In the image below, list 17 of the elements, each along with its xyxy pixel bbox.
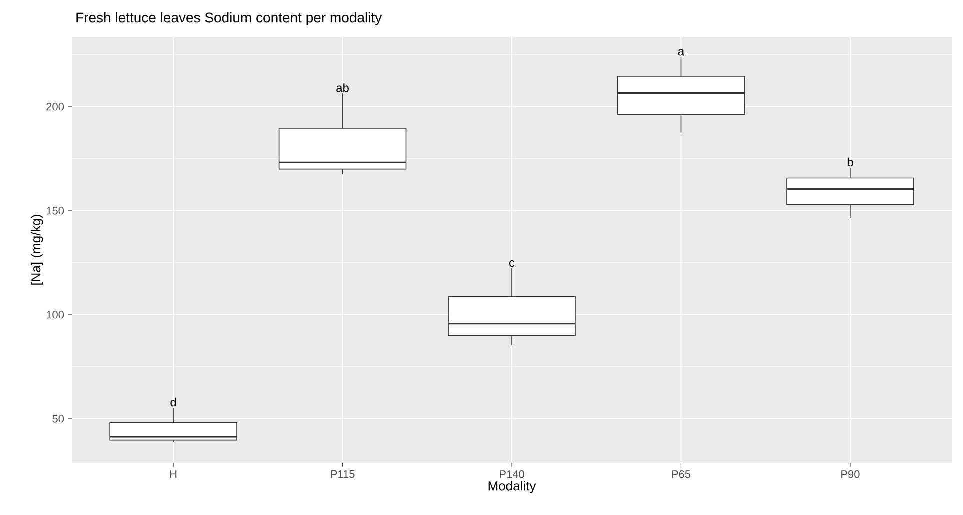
x-tick-label: P140	[500, 470, 524, 478]
x-tick-label: P115	[331, 470, 355, 478]
annotation: d	[170, 398, 176, 407]
x-axis-title: Modality	[488, 481, 536, 494]
y-tick-label: 100	[46, 311, 64, 319]
y-tick-label: 200	[46, 103, 64, 111]
chart-title: Fresh lettuce leaves Sodium content per modality	[76, 12, 382, 26]
annotation: a	[678, 49, 685, 56]
x-tick-label: P65	[672, 470, 691, 478]
y-axis-title: [Na] (mg/kg)	[31, 215, 44, 285]
y-tick-label: 150	[46, 207, 64, 215]
annotation: ab	[336, 84, 349, 92]
y-tick-label: 50	[52, 415, 64, 423]
x-tick-label: H	[170, 470, 177, 478]
annotation: b	[848, 158, 854, 167]
annotation: c	[510, 260, 515, 268]
x-tick-label: P90	[842, 470, 860, 478]
